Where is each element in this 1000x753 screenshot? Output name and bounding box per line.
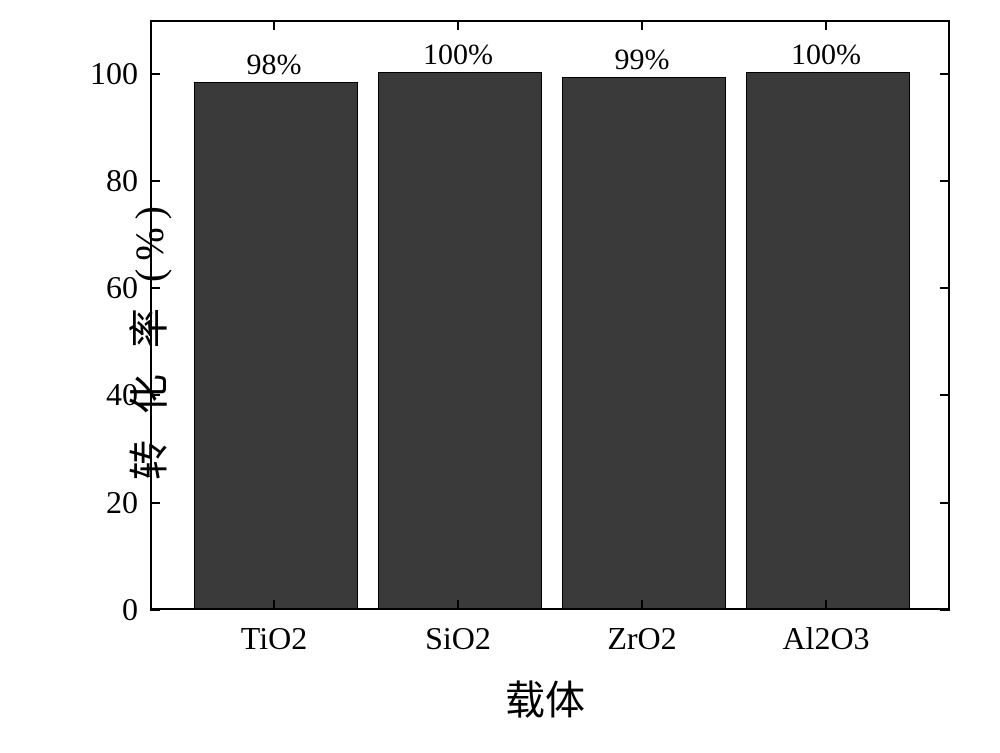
y-tick-label: 0 [122,591,138,628]
x-tick-top [457,20,459,30]
x-tick-label: ZrO2 [607,620,676,657]
y-tick-label: 80 [106,162,138,199]
y-tick-left [150,502,160,504]
bar-value-label: 100% [423,38,493,72]
x-tick-label: SiO2 [425,620,491,657]
bar-value-label: 100% [791,38,861,72]
bar-chart-figure: 转 化 率 (%) 载体 0 20 40 60 80 100 TiO2 SiO2 ZrO2 Al… [0,0,1000,753]
y-tick-left [150,394,160,396]
bar [378,72,542,608]
x-tick-label: TiO2 [241,620,307,657]
x-tick-top [641,20,643,30]
y-tick-label: 100 [90,55,138,92]
y-tick-label: 60 [106,269,138,306]
y-tick-left [150,73,160,75]
y-tick-right [940,609,950,611]
y-axis-label: 转 化 率 (%) [117,198,175,480]
y-tick-label: 20 [106,484,138,521]
x-tick-bottom [457,600,459,610]
y-tick-left [150,609,160,611]
bar-value-label: 99% [615,43,670,77]
x-tick-label: Al2O3 [782,620,869,657]
y-tick-right [940,180,950,182]
x-tick-bottom [273,600,275,610]
x-axis-label: 载体 [505,668,585,726]
y-tick-right [940,73,950,75]
x-tick-bottom [825,600,827,610]
bar-value-label: 98% [247,48,302,82]
bar [194,82,358,608]
x-tick-bottom [641,600,643,610]
y-tick-right [940,394,950,396]
x-tick-top [273,20,275,30]
bar [746,72,910,608]
x-tick-top [825,20,827,30]
y-tick-left [150,287,160,289]
y-tick-right [940,287,950,289]
y-tick-left [150,180,160,182]
plot-frame [150,20,950,610]
y-tick-right [940,502,950,504]
bar [562,77,726,608]
bars-layer [152,22,948,608]
y-tick-label: 40 [106,376,138,413]
